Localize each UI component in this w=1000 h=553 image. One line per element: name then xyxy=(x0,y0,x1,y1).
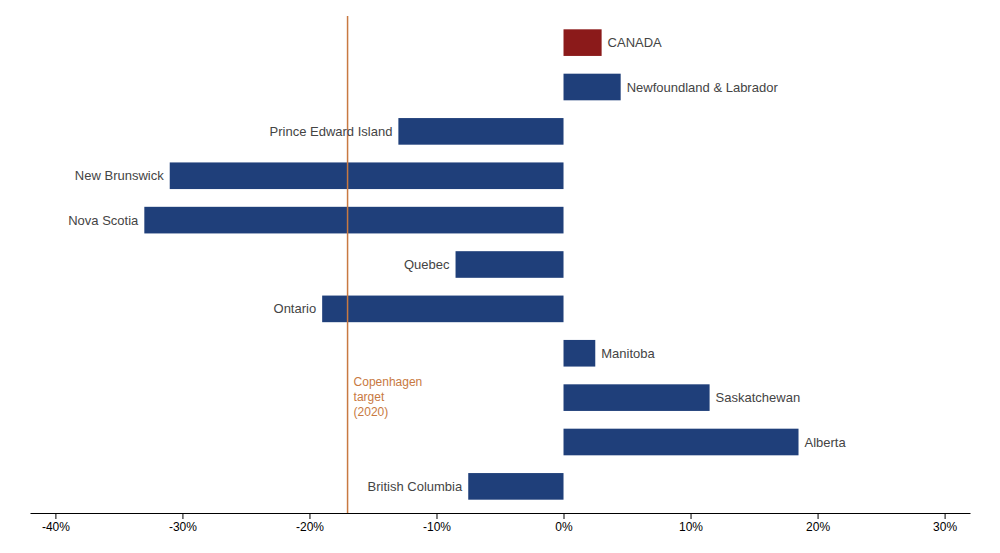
annotation: Copenhagentarget(2020) xyxy=(354,375,423,419)
bar xyxy=(468,473,563,500)
category-label: Alberta xyxy=(805,435,847,450)
category-label: Prince Edward Island xyxy=(270,124,393,139)
bar xyxy=(564,74,621,101)
bar xyxy=(144,207,563,234)
chart: -40% -30% -20% -10% 0% 10% 20% 30% Copenhagentar… xyxy=(0,0,1000,553)
x-tick-mark xyxy=(309,513,310,519)
x-tick-label: -20% xyxy=(296,520,324,534)
x-tick: -10% xyxy=(423,513,451,534)
category-label: Saskatchewan xyxy=(716,390,801,405)
bar xyxy=(456,251,564,278)
x-tick-label: -30% xyxy=(169,520,197,534)
category-labels: CANADA Newfoundland & Labrador Prince Edwa… xyxy=(68,35,846,494)
bar xyxy=(564,384,710,411)
x-tick-mark xyxy=(564,513,565,519)
x-tick: 10% xyxy=(679,513,703,534)
x-tick-label: 30% xyxy=(933,520,957,534)
x-tick-label: -40% xyxy=(42,520,70,534)
category-label: Manitoba xyxy=(601,346,655,361)
category-label: New Brunswick xyxy=(75,168,164,183)
category-label: Ontario xyxy=(274,301,317,316)
x-tick: 20% xyxy=(806,513,830,534)
bar xyxy=(564,340,596,367)
x-tick-mark xyxy=(945,513,946,519)
bar xyxy=(398,118,563,145)
category-label: CANADA xyxy=(608,35,663,50)
x-tick-label: -10% xyxy=(423,520,451,534)
category-label: British Columbia xyxy=(368,479,463,494)
x-tick-mark xyxy=(818,513,819,519)
x-tick: -40% xyxy=(42,513,70,534)
x-axis: -40% -30% -20% -10% 0% 10% 20% 30% xyxy=(31,513,971,534)
bar xyxy=(170,162,564,189)
category-label: Quebec xyxy=(404,257,450,272)
x-tick-label: 20% xyxy=(806,520,830,534)
x-tick-mark xyxy=(436,513,437,519)
category-label: Nova Scotia xyxy=(68,213,139,228)
x-tick-mark xyxy=(55,513,56,519)
bars xyxy=(144,29,798,499)
category-label: Newfoundland & Labrador xyxy=(627,80,779,95)
x-axis-line xyxy=(31,513,971,514)
bar xyxy=(564,429,799,456)
bar xyxy=(322,296,563,323)
bar xyxy=(564,29,602,56)
x-tick-label: 10% xyxy=(679,520,703,534)
x-tick-mark xyxy=(691,513,692,519)
x-tick-label: 0% xyxy=(555,520,573,534)
reference-line xyxy=(347,16,349,513)
x-tick: -20% xyxy=(296,513,324,534)
x-tick: 30% xyxy=(933,513,957,534)
x-tick-mark xyxy=(182,513,183,519)
x-tick: 0% xyxy=(555,513,573,534)
x-tick: -30% xyxy=(169,513,197,534)
